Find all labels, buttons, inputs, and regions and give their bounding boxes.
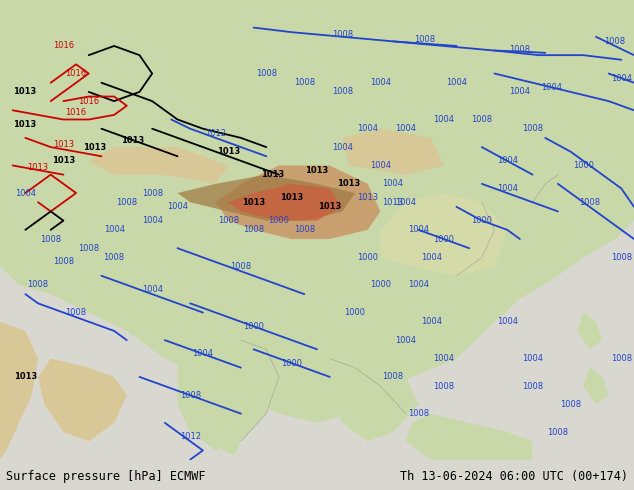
Text: 1013: 1013 [14,372,37,381]
Text: 1000: 1000 [281,359,302,368]
Text: 1008: 1008 [433,382,455,391]
Text: 1000: 1000 [357,253,378,262]
Text: 1008: 1008 [294,78,315,87]
Text: 1004: 1004 [509,87,531,97]
Text: 1004: 1004 [382,179,404,188]
Text: 1008: 1008 [230,262,252,271]
Text: 1016: 1016 [65,108,87,117]
Text: 1004: 1004 [141,285,163,294]
Text: 1004: 1004 [408,280,429,290]
Text: 1008: 1008 [408,409,429,418]
Text: 1004: 1004 [370,161,391,170]
Text: 1004: 1004 [541,83,562,92]
Text: 1008: 1008 [243,225,264,234]
Text: 1008: 1008 [141,189,163,197]
Text: 1008: 1008 [604,37,626,46]
Text: 1008: 1008 [332,30,353,39]
Text: 1008: 1008 [217,216,239,225]
Text: 1004: 1004 [420,317,442,326]
Text: 1004: 1004 [167,202,188,211]
Text: 1008: 1008 [509,45,531,54]
Text: 1000: 1000 [370,280,391,290]
Text: 1016: 1016 [65,69,87,78]
Text: 1008: 1008 [579,198,600,207]
Text: 1004: 1004 [433,354,455,363]
Text: 1008: 1008 [103,253,125,262]
Text: 1004: 1004 [395,198,417,207]
Text: 1004: 1004 [496,156,518,165]
Text: 1013: 1013 [122,136,145,145]
Text: 1000: 1000 [471,216,493,225]
Text: 1013: 1013 [357,193,378,202]
Text: 1008: 1008 [78,244,100,253]
Text: 1013: 1013 [242,198,265,207]
Text: 1013: 1013 [52,156,75,165]
Text: 1004: 1004 [496,317,518,326]
Text: 1004: 1004 [522,354,543,363]
Text: 1008: 1008 [471,115,493,124]
Text: 1013: 1013 [84,143,107,151]
Text: 1008: 1008 [382,372,404,381]
Text: 1013: 1013 [53,140,74,149]
Text: 1004: 1004 [192,349,214,358]
Text: 1012: 1012 [205,129,226,138]
Text: 1004: 1004 [496,184,518,193]
Text: 1004: 1004 [408,225,429,234]
Text: 1008: 1008 [27,280,49,290]
Text: 1008: 1008 [65,308,87,317]
Text: 1004: 1004 [395,336,417,344]
Text: 1000: 1000 [344,308,366,317]
Text: 1004: 1004 [15,189,36,197]
Text: 1008: 1008 [522,124,543,133]
Text: 1008: 1008 [522,382,543,391]
Text: 1013: 1013 [382,198,404,207]
Text: 1008: 1008 [611,354,632,363]
Text: 1000: 1000 [573,161,594,170]
Text: 1016: 1016 [53,42,74,50]
Text: 1004: 1004 [141,216,163,225]
Text: 1013: 1013 [337,179,360,188]
Text: 1008: 1008 [53,257,74,267]
Text: 1008: 1008 [332,87,353,97]
Text: 1004: 1004 [357,124,378,133]
Text: 1000: 1000 [243,322,264,331]
Text: 1008: 1008 [116,198,138,207]
Text: 1008: 1008 [547,428,569,437]
Text: 1008: 1008 [40,235,61,244]
Text: 1004: 1004 [611,74,632,83]
Text: 1000: 1000 [433,235,455,244]
Text: 1013: 1013 [13,120,36,128]
Text: 1004: 1004 [433,115,455,124]
Text: 1013: 1013 [13,87,36,97]
Text: 1016: 1016 [78,97,100,106]
Text: 1008: 1008 [414,35,436,44]
Text: 1004: 1004 [446,78,467,87]
Text: 1013: 1013 [306,166,328,174]
Text: 1013: 1013 [217,147,240,156]
Text: 1013: 1013 [27,163,49,172]
Text: Th 13-06-2024 06:00 UTC (00+174): Th 13-06-2024 06:00 UTC (00+174) [399,470,628,483]
Text: 1013: 1013 [280,193,303,202]
Text: 1004: 1004 [395,124,417,133]
Text: 1008: 1008 [179,391,201,400]
Text: Surface pressure [hPa] ECMWF: Surface pressure [hPa] ECMWF [6,470,206,483]
Text: 1008: 1008 [256,69,277,78]
Text: 1013: 1013 [261,170,284,179]
Text: 1000: 1000 [268,216,290,225]
Text: 1004: 1004 [103,225,125,234]
Text: 1004: 1004 [332,143,353,151]
Text: 1008: 1008 [294,225,315,234]
Text: 1008: 1008 [560,400,581,409]
Text: 1004: 1004 [370,78,391,87]
Text: 1012: 1012 [179,432,201,441]
Text: 1004: 1004 [420,253,442,262]
Text: 1013: 1013 [318,202,341,211]
Text: 1008: 1008 [611,253,632,262]
